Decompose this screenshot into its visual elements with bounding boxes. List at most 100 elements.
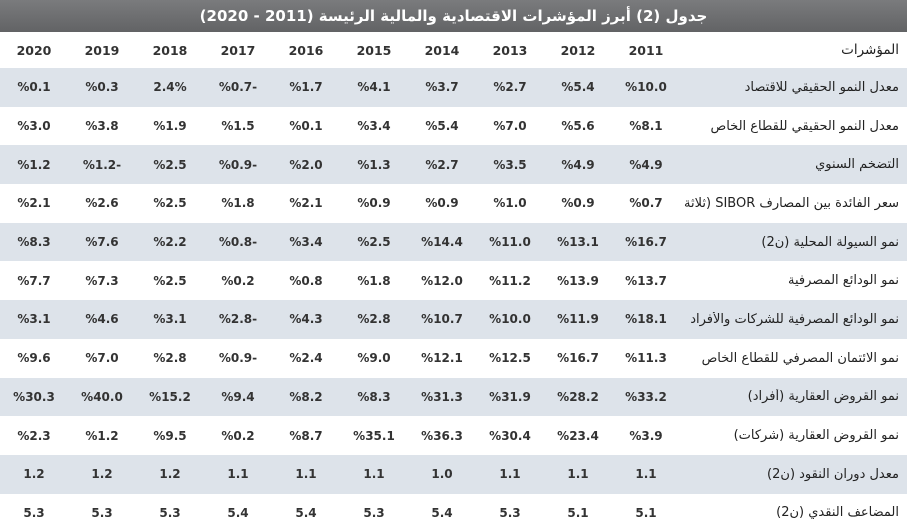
value-cell: %7.0 (85, 351, 119, 366)
value-cell: %3.8 (85, 119, 119, 134)
value-cell: %7.0 (493, 119, 527, 134)
value-cell: %8.2 (289, 389, 323, 404)
value-cell: %2.5 (153, 196, 187, 211)
value-cell: %2.7 (493, 80, 527, 95)
value-cell: 1.2 (23, 467, 45, 482)
value-cell: %5.6 (561, 119, 595, 134)
value-cell: %0.1 (17, 80, 51, 95)
value-cell: %10.0 (625, 80, 667, 95)
value-cell: %5.4 (425, 119, 459, 134)
value-cell: %13.7 (625, 273, 667, 288)
value-cell: %11.9 (557, 312, 599, 327)
indicator-label: نمو السيولة المحلية (ن2) (761, 234, 899, 250)
value-cell: %2.1 (289, 196, 323, 211)
value-cell: %0.7 (629, 196, 663, 211)
value-cell: %12.5 (489, 351, 531, 366)
value-cell: 5.3 (91, 505, 113, 520)
indicator-label: التضخم السنوي (815, 157, 899, 173)
value-cell: %9.6 (17, 351, 51, 366)
value-cell: %2.5 (153, 157, 187, 172)
value-cell: %4.9 (561, 157, 595, 172)
value-cell: 1.1 (227, 467, 249, 482)
value-cell: 5.3 (23, 505, 45, 520)
value-cell: 5.1 (567, 505, 589, 520)
year-header: 2018 (152, 42, 188, 58)
value-cell: %8.1 (629, 119, 663, 134)
value-cell: %30.4 (489, 428, 531, 443)
value-cell: %0.2 (221, 428, 255, 443)
value-cell: %13.1 (557, 235, 599, 250)
value-cell: %7.6 (85, 235, 119, 250)
value-cell: %9.4 (221, 389, 255, 404)
value-cell: %12.1 (421, 351, 463, 366)
value-cell: 1.1 (499, 467, 521, 482)
value-cell: %36.3 (421, 428, 463, 443)
value-cell: %9.0 (357, 351, 391, 366)
value-cell: 5.4 (227, 505, 249, 520)
table-row: سعر الفائدة بين المصارف SIBOR (ثلاثة أشه… (0, 184, 907, 223)
value-cell: %16.7 (625, 235, 667, 250)
value-cell: %13.9 (557, 273, 599, 288)
value-cell: 1.1 (567, 467, 589, 482)
value-cell: %2.5 (153, 273, 187, 288)
value-cell: %3.1 (153, 312, 187, 327)
value-cell: %0.8 (289, 273, 323, 288)
value-cell: %16.7 (557, 351, 599, 366)
value-cell: %3.1 (17, 312, 51, 327)
year-header: 2020 (16, 42, 52, 58)
table-row: التضخم السنوي %4.9 %4.9 %3.5 %2.7 %1.3 %2.0 %0.… (0, 145, 907, 185)
value-cell: %0.3 (85, 80, 119, 95)
value-cell: %0.9- (218, 351, 258, 366)
table-row: نمو الودائع المصرفية %13.7 %13.9 %11.2 %12.0… (0, 261, 907, 300)
value-cell: %18.1 (625, 312, 667, 327)
value-cell: %0.2 (221, 273, 255, 288)
value-cell: %2.7 (425, 157, 459, 172)
value-cell: %8.3 (357, 389, 391, 404)
value-cell: 1.0 (431, 467, 453, 482)
value-cell: %33.2 (625, 389, 667, 404)
value-cell: %3.4 (357, 119, 391, 134)
table-row: نمو الودائع المصرفية للشركات والأفراد %18… (0, 300, 907, 339)
value-cell: %3.7 (425, 80, 459, 95)
value-cell: %1.2- (82, 157, 122, 172)
indicator-label: سعر الفائدة بين المصارف SIBOR (ثلاثة أشه… (680, 195, 899, 211)
value-cell: %1.2 (17, 157, 51, 172)
table-body: معدل النمو الحقيقي للاقتصاد %10.0 %5.4 %2.7… (0, 68, 907, 532)
value-cell: %3.5 (493, 157, 527, 172)
value-cell: %5.4 (561, 80, 595, 95)
value-cell: %3.0 (17, 119, 51, 134)
value-cell: %12.0 (421, 273, 463, 288)
value-cell: %8.7 (289, 428, 323, 443)
value-cell: %0.9 (425, 196, 459, 211)
value-cell: 1.2 (159, 467, 181, 482)
value-cell: 5.4 (295, 505, 317, 520)
value-cell: %1.8 (357, 273, 391, 288)
year-header: 2017 (220, 42, 256, 58)
year-header: 2019 (84, 42, 120, 58)
table-row: معدل دوران النقود (ن2) 1.1 1.1 1.1 1.0 1.1 1.1… (0, 454, 907, 494)
indicator-label: معدل النمو الحقيقي للاقتصاد (744, 79, 899, 95)
value-cell: 5.4 (431, 505, 453, 520)
value-cell: 5.1 (635, 505, 657, 520)
value-cell: %9.5 (153, 428, 187, 443)
value-cell: %11.3 (625, 351, 667, 366)
indicator-label: المضاعف النقدي (ن2) (776, 505, 899, 521)
year-header: 2014 (424, 42, 460, 58)
value-cell: %1.7 (289, 80, 323, 95)
value-cell: %23.4 (557, 428, 599, 443)
value-cell: %0.8- (218, 235, 258, 250)
value-cell: %3.4 (289, 235, 323, 250)
value-cell: %10.0 (489, 312, 531, 327)
value-cell: %0.9 (561, 196, 595, 211)
year-header: 2011 (628, 42, 664, 58)
value-cell: %0.7- (218, 80, 258, 95)
value-cell: %15.2 (149, 389, 191, 404)
value-cell: %2.4 (289, 351, 323, 366)
year-header: 2012 (560, 42, 596, 58)
value-cell: %0.9- (218, 157, 258, 172)
indicator-label: نمو القروض العقارية (شركات) (733, 428, 899, 444)
value-cell: %2.3 (17, 428, 51, 443)
value-cell: 5.3 (159, 505, 181, 520)
indicator-label: نمو الائتمان المصرفي للقطاع الخاص (701, 350, 899, 366)
value-cell: %2.8 (357, 312, 391, 327)
